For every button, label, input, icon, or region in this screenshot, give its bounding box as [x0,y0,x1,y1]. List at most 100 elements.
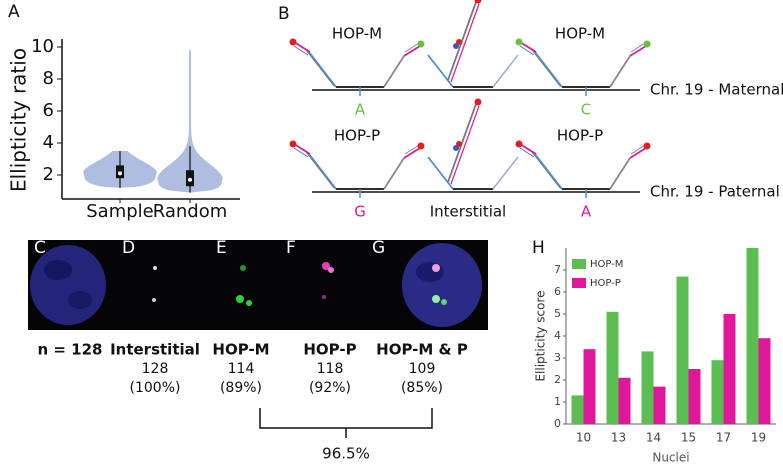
diagram-line [519,41,537,53]
y-tick-label: 2 [43,164,54,185]
bar [711,360,724,424]
bar [583,349,596,424]
diagram-line [629,147,647,159]
x-tick-label: 19 [751,431,766,445]
percent: (85%) [401,380,443,396]
diagram-line [404,144,420,155]
diagram-label: HOP-M [332,25,382,43]
diagram-line [308,153,337,190]
diagram-line [609,157,631,190]
probe-dot [643,142,651,150]
diagram-label: HOP-P [334,127,380,145]
x-tick-label: 17 [716,431,731,445]
percent: (92%) [309,380,351,396]
nucleus-detail [44,260,72,280]
diagram-label: A [581,203,592,221]
diagram-line [308,51,337,88]
y-tick-label: 6 [43,100,54,121]
diagram-line [403,147,421,159]
y-tick-label: 5 [554,307,561,320]
x-axis-label: Nuclei [652,451,689,464]
diagram-label: G [354,203,366,221]
probe-dot [474,0,482,4]
count: 109 [409,361,436,377]
bar [618,377,631,424]
diagram-line [305,151,335,189]
panel-label: E [216,238,227,258]
panel-label: A [8,2,20,22]
probe-dot [453,145,459,151]
bar [571,395,584,424]
y-axis-label: Ellipticity ratio [7,48,31,192]
count: 128 [142,361,169,377]
bar [688,369,701,424]
combined-percent: 96.5% [322,445,370,463]
diagram-line [447,103,477,183]
x-tick-label: 10 [576,431,591,445]
probe-dot [417,142,425,150]
spot [236,295,244,303]
panel-label: B [278,4,290,24]
y-tick-label: 7 [554,263,561,276]
diagram-line [519,45,535,56]
probe-dot [515,140,523,148]
probe-dot [515,38,523,46]
y-tick-label: 1 [554,395,561,408]
legend-label: HOP-P [590,278,621,289]
spot [322,295,326,299]
legend-swatch [572,278,586,288]
diagram-line [534,51,563,88]
diagram-label: A [355,101,366,119]
diagram-line [305,49,335,87]
image-label: Interstitial [110,341,200,359]
probe-dot [453,43,459,49]
median [118,171,122,176]
diagram-line [531,151,561,189]
panel-label: F [286,238,296,258]
microscopy: C D E F G [28,238,488,330]
diagram-line [609,55,631,88]
percent: (100%) [130,380,181,396]
diagram-line [447,1,477,81]
diagram-line [492,54,519,88]
diagram-label: Interstitial [430,203,506,221]
y-tick-label: 3 [554,351,561,364]
spot [153,266,157,270]
probe-dot [643,40,651,48]
x-tick-label: Sample [86,201,154,222]
median [188,177,192,182]
diagram-line [519,147,535,158]
spot [322,262,330,270]
bar [723,314,736,424]
bar [641,351,654,424]
nucleus [402,243,482,327]
diagram-line [519,143,537,155]
diagram-line [630,144,646,155]
spot [432,295,440,303]
x-tick-label: 14 [646,431,661,445]
diagram-line [293,143,311,155]
diagram-line [630,42,646,53]
legend-label: HOP-M [590,259,623,270]
y-tick-label: 4 [43,132,54,153]
image-label: HOP-M [212,341,269,359]
diagram-label: C [581,101,591,119]
spot [246,300,252,306]
probe-dot [417,40,425,48]
y-axis-label: Ellipticity score [534,290,548,381]
percent: (89%) [220,380,262,396]
nucleus-detail [416,262,444,282]
spot [432,264,440,272]
spot [152,298,156,302]
diagram-line [534,153,563,190]
bracket [259,408,433,438]
y-tick-label: 8 [43,68,54,89]
count: 114 [228,361,255,377]
diagram-line [293,41,311,53]
probe-dot [474,98,482,106]
y-tick-label: 10 [31,36,54,57]
y-tick-label: 6 [554,285,561,298]
probe-dot [289,38,297,46]
